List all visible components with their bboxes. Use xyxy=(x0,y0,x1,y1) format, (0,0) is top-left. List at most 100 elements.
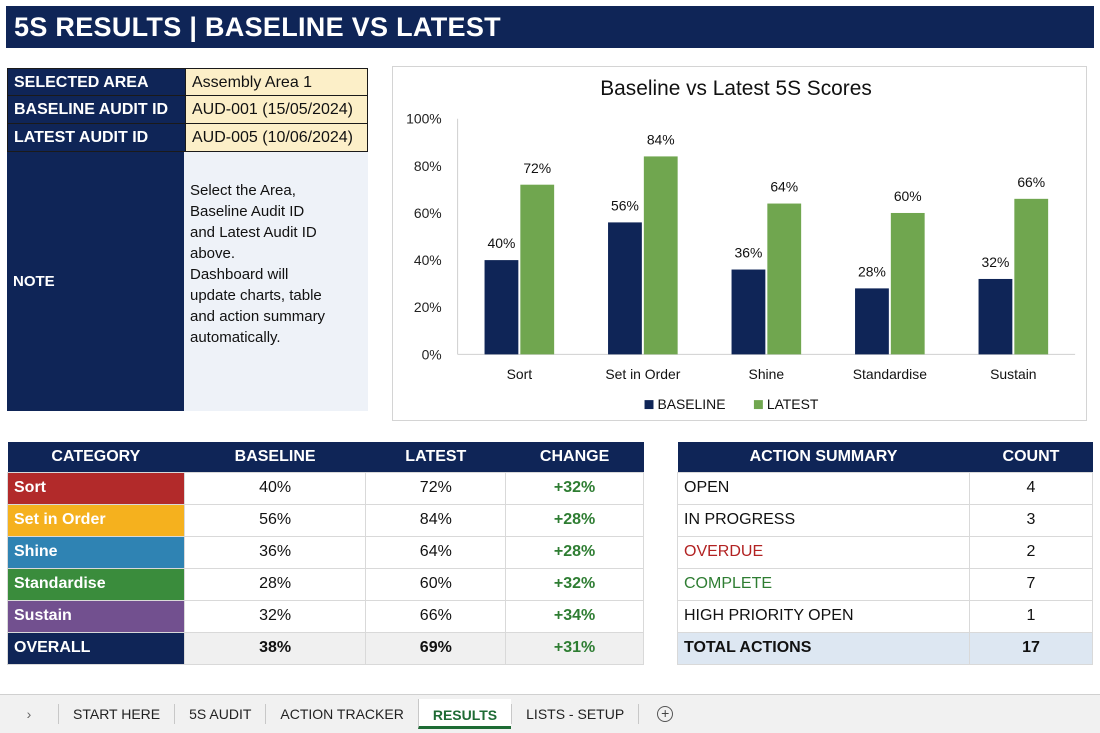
bar-value-label: 36% xyxy=(735,245,763,261)
y-tick-label: 20% xyxy=(414,299,442,315)
tab-start-here[interactable]: START HERE xyxy=(58,704,174,724)
y-tick-label: 0% xyxy=(422,346,442,362)
table-row: OPEN 4 xyxy=(677,471,1093,505)
y-tick-label: 60% xyxy=(414,205,442,221)
category-overall[interactable]: OVERALL xyxy=(7,631,185,665)
selected-area-row: SELECTED AREA Assembly Area 1 xyxy=(7,68,368,96)
baseline-cell[interactable]: 28% xyxy=(183,567,367,601)
action-open-count[interactable]: 4 xyxy=(969,471,1093,505)
action-open-label[interactable]: OPEN xyxy=(677,471,970,505)
change-cell[interactable]: +34% xyxy=(505,599,644,633)
table-row: IN PROGRESS 3 xyxy=(677,503,1093,537)
table-row: HIGH PRIORITY OPEN 1 xyxy=(677,599,1093,633)
scores-chart-svg: Baseline vs Latest 5S Scores 0% 20% 40% 60% 8… xyxy=(406,77,1076,412)
category-sustain[interactable]: Sustain xyxy=(7,599,185,633)
x-tick-label: Sustain xyxy=(990,366,1036,382)
latest-cell[interactable]: 72% xyxy=(365,471,507,505)
change-cell[interactable]: +28% xyxy=(505,535,644,569)
category-shine[interactable]: Shine xyxy=(7,535,185,569)
overall-baseline-cell[interactable]: 38% xyxy=(183,631,367,665)
x-tick-label: Standardise xyxy=(853,366,927,382)
total-actions-count[interactable]: 17 xyxy=(969,631,1093,665)
bar-latest xyxy=(520,184,555,355)
latest-cell[interactable]: 66% xyxy=(365,599,507,633)
latest-audit-label: LATEST AUDIT ID xyxy=(8,124,185,151)
overall-latest-cell[interactable]: 69% xyxy=(365,631,507,665)
latest-cell[interactable]: 60% xyxy=(365,567,507,601)
table-row: Set in Order 56% 84% +28% xyxy=(7,503,644,537)
x-tick-label: Set in Order xyxy=(605,366,680,382)
overall-change-cell[interactable]: +31% xyxy=(505,631,644,665)
legend-label-latest: LATEST xyxy=(767,396,819,412)
overall-row: OVERALL 38% 69% +31% xyxy=(7,631,644,665)
latest-cell[interactable]: 84% xyxy=(365,503,507,537)
baseline-cell[interactable]: 56% xyxy=(183,503,367,537)
table-row: Sustain 32% 66% +34% xyxy=(7,599,644,633)
header-action-summary: ACTION SUMMARY xyxy=(677,442,970,472)
note-label: NOTE xyxy=(7,152,184,411)
baseline-cell[interactable]: 32% xyxy=(183,599,367,633)
bar-baseline xyxy=(608,222,642,355)
selected-area-label: SELECTED AREA xyxy=(8,69,185,95)
latest-audit-row: LATEST AUDIT ID AUD-005 (10/06/2024) xyxy=(7,124,368,152)
change-cell[interactable]: +32% xyxy=(505,471,644,505)
action-complete-label[interactable]: COMPLETE xyxy=(677,567,970,601)
chevron-right-icon[interactable]: › xyxy=(26,706,32,722)
y-tick-label: 40% xyxy=(414,252,442,268)
x-tick-label: Sort xyxy=(507,366,533,382)
category-set-in-order[interactable]: Set in Order xyxy=(7,503,185,537)
action-in-progress-count[interactable]: 3 xyxy=(969,503,1093,537)
action-high-priority-label[interactable]: HIGH PRIORITY OPEN xyxy=(677,599,970,633)
header-category: CATEGORY xyxy=(7,442,185,472)
table-row: COMPLETE 7 xyxy=(677,567,1093,601)
bar-baseline xyxy=(484,260,519,355)
header-baseline: BASELINE xyxy=(184,442,366,472)
bar-value-label: 32% xyxy=(982,254,1010,270)
bar-value-label: 66% xyxy=(1017,174,1045,190)
tab-results[interactable]: RESULTS xyxy=(417,699,512,729)
baseline-audit-row: BASELINE AUDIT ID AUD-001 (15/05/2024) xyxy=(7,96,368,124)
action-in-progress-label[interactable]: IN PROGRESS xyxy=(677,503,970,537)
bar-baseline xyxy=(855,288,889,355)
total-actions-row: TOTAL ACTIONS 17 xyxy=(677,631,1093,665)
bar-latest xyxy=(890,212,925,355)
action-complete-count[interactable]: 7 xyxy=(969,567,1093,601)
baseline-audit-value[interactable]: AUD-001 (15/05/2024) xyxy=(185,96,367,123)
plus-circle-icon[interactable]: + xyxy=(657,706,674,722)
bar-baseline xyxy=(978,278,1013,355)
action-table-header: ACTION SUMMARY COUNT xyxy=(677,442,1093,472)
y-tick-label: 80% xyxy=(414,158,442,174)
action-overdue-count[interactable]: 2 xyxy=(969,535,1093,569)
category-sort[interactable]: Sort xyxy=(7,471,185,505)
latest-audit-value[interactable]: AUD-005 (10/06/2024) xyxy=(185,124,367,151)
selected-area-value[interactable]: Assembly Area 1 xyxy=(185,69,367,95)
legend-swatch-baseline xyxy=(644,400,654,410)
table-row: Standardise 28% 60% +32% xyxy=(7,567,644,601)
tab-lists-setup[interactable]: LISTS - SETUP xyxy=(511,704,638,724)
baseline-cell[interactable]: 40% xyxy=(183,471,367,505)
header-change: CHANGE xyxy=(505,442,644,472)
legend-swatch-latest xyxy=(753,400,763,410)
table-row: Shine 36% 64% +28% xyxy=(7,535,644,569)
y-tick-label: 100% xyxy=(406,111,442,127)
bar-latest xyxy=(643,156,678,355)
latest-cell[interactable]: 64% xyxy=(365,535,507,569)
header-latest: LATEST xyxy=(365,442,506,472)
tab-action-tracker[interactable]: ACTION TRACKER xyxy=(265,704,417,724)
x-tick-label: Shine xyxy=(749,366,785,382)
total-actions-label[interactable]: TOTAL ACTIONS xyxy=(677,631,970,665)
baseline-cell[interactable]: 36% xyxy=(183,535,367,569)
bar-value-label: 56% xyxy=(611,197,639,213)
action-overdue-label[interactable]: OVERDUE xyxy=(677,535,970,569)
action-high-priority-count[interactable]: 1 xyxy=(969,599,1093,633)
change-cell[interactable]: +32% xyxy=(505,567,644,601)
bar-value-label: 64% xyxy=(770,179,798,195)
category-standardise[interactable]: Standardise xyxy=(7,567,185,601)
selection-panel: SELECTED AREA Assembly Area 1 BASELINE A… xyxy=(7,68,368,411)
action-summary-table: ACTION SUMMARY COUNT OPEN 4 IN PROGRESS … xyxy=(677,442,1093,665)
chart-title: Baseline vs Latest 5S Scores xyxy=(600,77,872,100)
change-cell[interactable]: +28% xyxy=(505,503,644,537)
bar-value-label: 84% xyxy=(647,131,675,147)
bar-value-label: 72% xyxy=(523,160,551,176)
tab-5s-audit[interactable]: 5S AUDIT xyxy=(174,704,265,724)
